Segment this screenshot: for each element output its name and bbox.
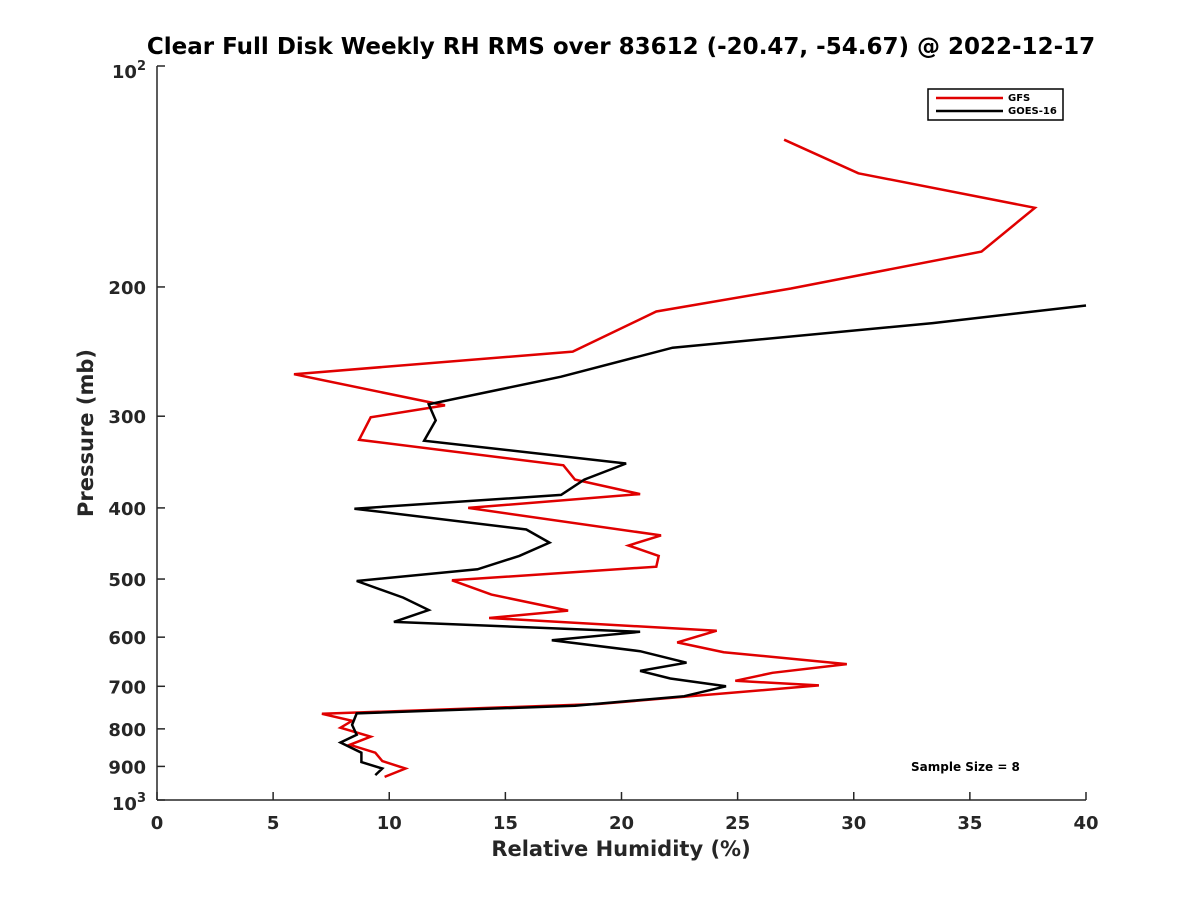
y-bottom-label-base: 10 [112, 794, 137, 815]
y-bottom-label-exp: 3 [137, 791, 146, 806]
y-tick-label: 700 [108, 677, 146, 698]
x-tick-label: 0 [151, 813, 164, 834]
y-tick-label: 400 [108, 499, 146, 520]
y-tick-label: 800 [108, 720, 146, 741]
y-axis-label: Pressure (mb) [74, 349, 98, 517]
x-tick-label: 35 [957, 813, 982, 834]
x-tick-label: 30 [841, 813, 866, 834]
sample-size-annotation: Sample Size = 8 [911, 760, 1020, 774]
x-ticks: 0 5 10 15 20 25 30 35 40 [151, 792, 1099, 834]
x-tick-label: 25 [725, 813, 750, 834]
x-tick-label: 40 [1073, 813, 1098, 834]
legend-label-gfs: GFS [1008, 93, 1030, 104]
y-tick-label: 300 [108, 407, 146, 428]
series-line-gfs [293, 138, 1038, 779]
y-top-label-base: 10 [112, 62, 137, 83]
y-tick-label: 900 [108, 757, 146, 778]
series-layer [293, 138, 1087, 779]
legend-label-goes16: GOES-16 [1008, 106, 1057, 117]
svg-text:103: 103 [112, 791, 146, 815]
x-axis-label: Relative Humidity (%) [491, 837, 750, 861]
y-tick-label: 500 [108, 570, 146, 591]
y-tick-label: 600 [108, 628, 146, 649]
plot-area [156, 66, 1086, 801]
y-tick-label-top: 102 [112, 59, 146, 83]
x-tick-label: 5 [267, 813, 280, 834]
y-tick-label: 200 [108, 278, 146, 299]
legend-box [927, 88, 1064, 121]
series-line-goes16 [337, 304, 1087, 777]
x-tick-label: 20 [609, 813, 634, 834]
y-top-label-exp: 2 [137, 59, 146, 74]
y-tick-label-bottom: 103 [112, 791, 146, 815]
x-tick-label: 10 [377, 813, 402, 834]
chart-title: Clear Full Disk Weekly RH RMS over 83612… [147, 34, 1095, 60]
y-ticks: 200 300 400 500 600 700 800 900 [108, 65, 165, 801]
svg-text:102: 102 [112, 59, 146, 83]
legend: GFS GOES-16 [927, 88, 1064, 121]
x-tick-label: 15 [493, 813, 518, 834]
